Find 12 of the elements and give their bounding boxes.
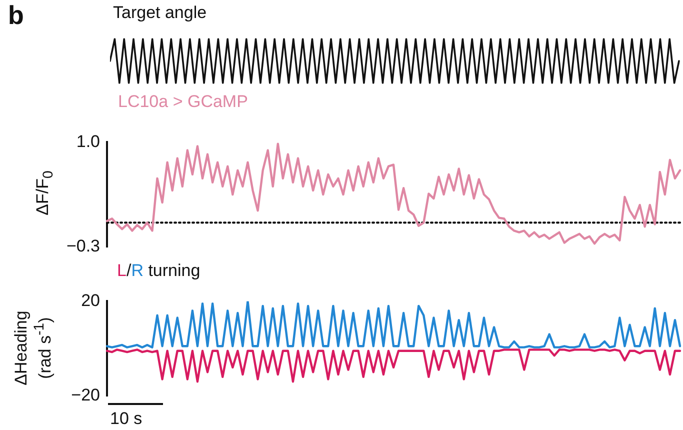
text: 10 s: [110, 409, 142, 429]
chart-title: Target angle: [113, 3, 207, 23]
text: b: [8, 0, 24, 31]
y-tick-label: 20: [81, 290, 100, 310]
text: /: [126, 261, 132, 280]
legend-title: turning: [147, 261, 200, 280]
text: L: [117, 261, 126, 280]
y-tick-label: −0.3: [66, 236, 100, 256]
text: LC10a > GCaMP: [118, 92, 248, 111]
y-tick-label: −20: [71, 385, 100, 404]
text: R: [131, 261, 144, 280]
y-tick-label: 1.0: [76, 132, 100, 151]
